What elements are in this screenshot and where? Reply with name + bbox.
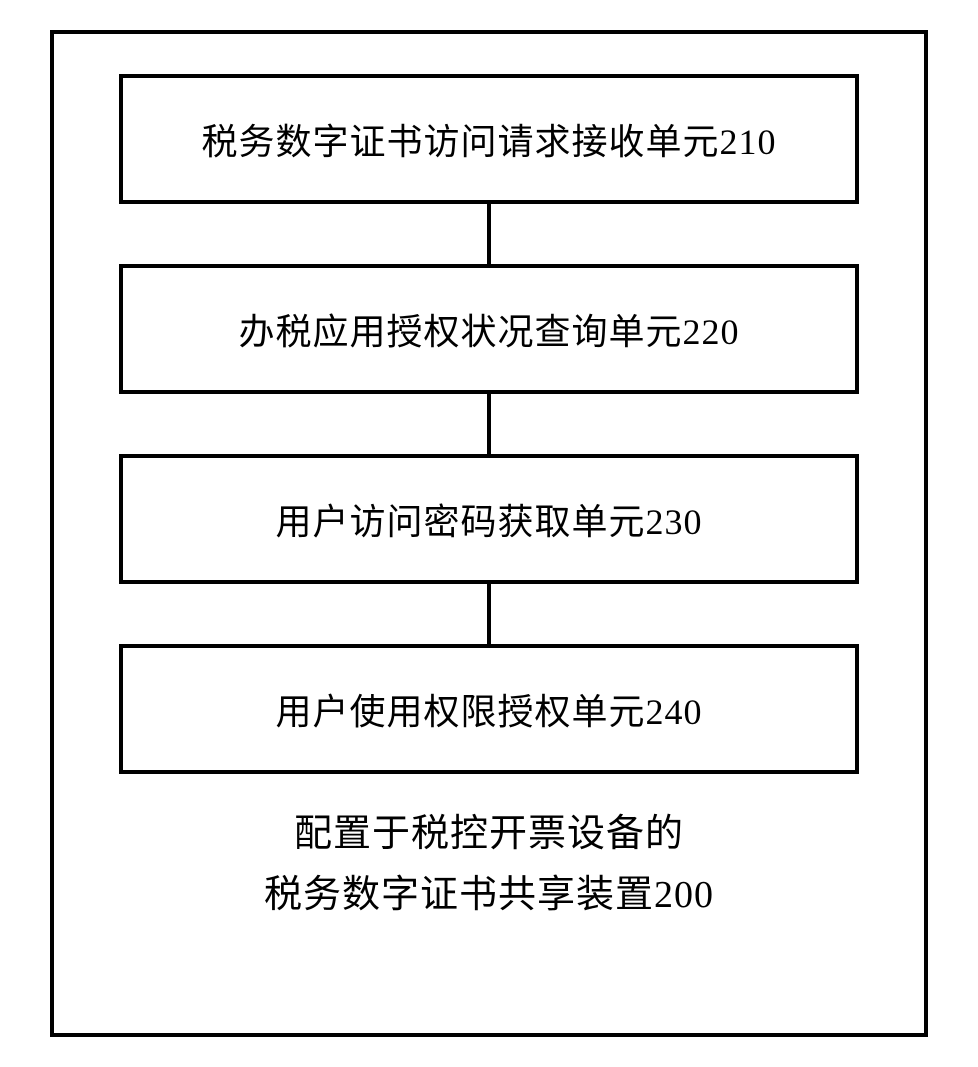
node-label: 用户使用权限授权单元240 (275, 683, 702, 735)
node-label: 办税应用授权状况查询单元220 (238, 303, 739, 355)
flowchart-node: 用户访问密码获取单元230 (119, 454, 859, 584)
node-label: 用户访问密码获取单元230 (275, 493, 702, 545)
diagram-caption: 配置于税控开票设备的 税务数字证书共享装置200 (264, 804, 714, 926)
flowchart-connector (487, 584, 491, 644)
flowchart-node: 税务数字证书访问请求接收单元210 (119, 74, 859, 204)
flowchart-node: 办税应用授权状况查询单元220 (119, 264, 859, 394)
flowchart-connector (487, 204, 491, 264)
diagram-container: 税务数字证书访问请求接收单元210 办税应用授权状况查询单元220 用户访问密码… (50, 30, 928, 1037)
flowchart-connector (487, 394, 491, 454)
caption-line-1: 配置于税控开票设备的 (264, 804, 714, 865)
caption-line-2: 税务数字证书共享装置200 (264, 865, 714, 926)
flowchart-node: 用户使用权限授权单元240 (119, 644, 859, 774)
node-label: 税务数字证书访问请求接收单元210 (201, 113, 776, 165)
